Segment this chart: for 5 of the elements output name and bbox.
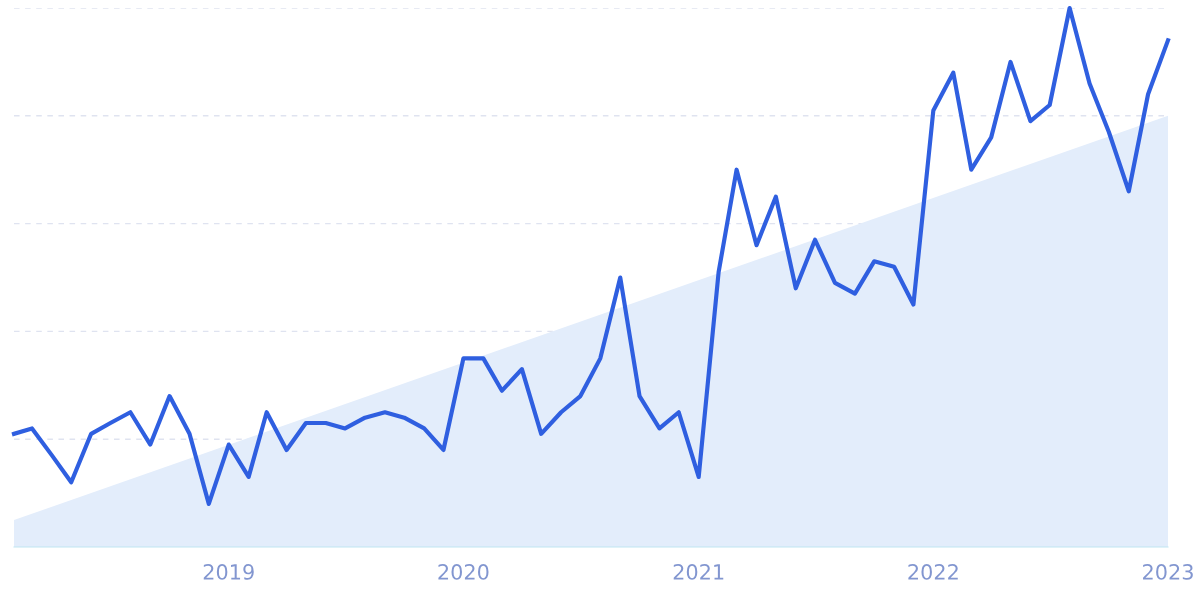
x-tick-label: 2022 <box>908 564 958 580</box>
x-tick-label: 2021 <box>673 564 724 580</box>
x-tick-label: 2020 <box>438 564 489 580</box>
x-tick-label: 2023 <box>1143 564 1193 580</box>
x-tick-label: 2019 <box>203 564 254 580</box>
